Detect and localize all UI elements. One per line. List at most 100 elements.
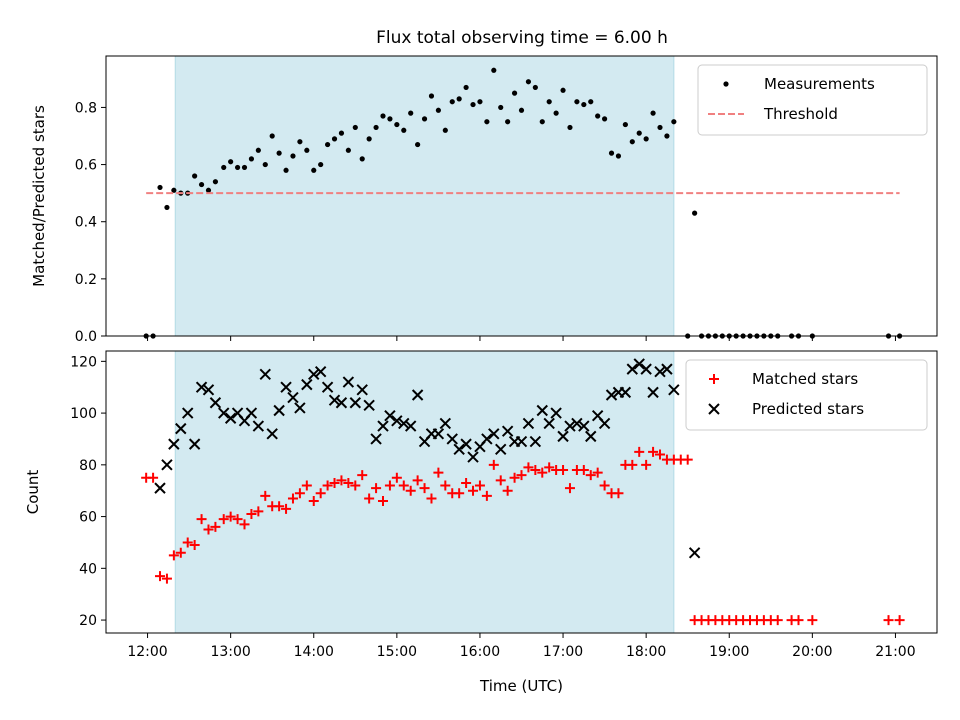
measurement-point bbox=[532, 84, 538, 91]
predicted-star-point bbox=[202, 384, 215, 396]
measurement-point bbox=[297, 139, 303, 145]
matched-star-point bbox=[807, 615, 818, 626]
measurement-point bbox=[345, 147, 351, 153]
predicted-star-point bbox=[668, 384, 680, 396]
y-tick-label: 0.8 bbox=[75, 100, 97, 116]
predicted-star-point bbox=[301, 378, 313, 391]
predicted-star-point bbox=[370, 433, 382, 445]
matched-star-point bbox=[343, 477, 354, 488]
x-tick-label: 20:00 bbox=[792, 644, 832, 660]
chart-title: Flux total observing time = 6.00 h bbox=[376, 28, 668, 48]
measurement-point bbox=[553, 110, 559, 116]
matched-star-point bbox=[225, 511, 236, 522]
predicted-star-point bbox=[585, 430, 597, 443]
predicted-star-point bbox=[273, 404, 285, 417]
measurement-point bbox=[269, 133, 275, 139]
matched-star-point bbox=[260, 490, 271, 501]
matched-star-point bbox=[627, 459, 638, 470]
matched-star-point bbox=[648, 446, 659, 457]
measurement-point bbox=[636, 130, 642, 136]
matched-star-point bbox=[239, 519, 250, 530]
y-tick-label: 0.2 bbox=[75, 272, 97, 288]
predicted-star-point bbox=[661, 363, 673, 375]
measurement-point bbox=[205, 187, 212, 193]
measurement-point bbox=[560, 87, 566, 93]
matched-star-point bbox=[502, 485, 513, 496]
predicted-star-point bbox=[342, 376, 355, 388]
x-tick-label: 15:00 bbox=[377, 644, 417, 660]
measurement-point bbox=[498, 104, 504, 111]
y-tick-label: 0.6 bbox=[75, 158, 97, 174]
legend-label: Predicted stars bbox=[752, 400, 864, 418]
x-axis-label: Time (UTC) bbox=[479, 677, 563, 695]
y-axis-label: Count bbox=[24, 470, 42, 515]
predicted-star-point bbox=[294, 402, 306, 414]
predicted-star-point bbox=[488, 428, 500, 440]
predicted-star-point bbox=[578, 420, 590, 432]
matched-star-point bbox=[793, 615, 804, 626]
predicted-star-point bbox=[453, 443, 465, 456]
predicted-star-point bbox=[536, 404, 548, 417]
matched-star-point bbox=[634, 446, 645, 457]
predicted-star-point bbox=[411, 389, 424, 401]
y-tick-label: 100 bbox=[70, 406, 97, 422]
matched-star-point bbox=[558, 465, 569, 476]
matched-star-point bbox=[336, 475, 347, 486]
y-tick-label: 60 bbox=[79, 510, 97, 526]
x-tick-label: 13:00 bbox=[210, 644, 250, 660]
matched-star-point bbox=[322, 480, 333, 491]
measurement-point bbox=[415, 141, 421, 148]
measurement-point bbox=[338, 130, 345, 136]
predicted-star-point bbox=[280, 381, 292, 393]
predicted-star-point bbox=[529, 435, 542, 448]
x-tick-label: 21:00 bbox=[875, 644, 915, 660]
predicted-star-point bbox=[495, 443, 507, 456]
measurement-point bbox=[692, 210, 698, 216]
predicted-star-point bbox=[363, 399, 375, 412]
matched-star-point bbox=[523, 462, 534, 473]
matched-star-point bbox=[641, 459, 652, 470]
measurement-point bbox=[394, 121, 400, 128]
measurement-point bbox=[352, 124, 358, 131]
matched-star-point bbox=[894, 615, 905, 626]
matched-star-point bbox=[509, 472, 520, 483]
measurement-point bbox=[505, 119, 511, 125]
measurement-point bbox=[171, 187, 177, 193]
measurement-point bbox=[595, 113, 601, 119]
measurement-point bbox=[650, 110, 656, 116]
axes-frame bbox=[105, 350, 938, 634]
measurement-point bbox=[581, 101, 587, 108]
legend-predicted-swatch bbox=[708, 403, 720, 415]
measurement-point bbox=[470, 101, 476, 108]
matched-star-point bbox=[599, 480, 610, 491]
x-tick-label: 18:00 bbox=[626, 644, 666, 660]
matched-star-point bbox=[168, 550, 179, 561]
matched-star-point bbox=[655, 449, 665, 460]
measurement-point bbox=[311, 167, 317, 173]
shaded-interval bbox=[174, 55, 675, 337]
predicted-star-point bbox=[245, 407, 258, 419]
predicted-star-point bbox=[182, 407, 194, 419]
matched-star-point bbox=[426, 493, 437, 504]
legend-label: Measurements bbox=[764, 75, 875, 93]
predicted-star-point bbox=[209, 397, 222, 409]
x-tick-label: 14:00 bbox=[294, 644, 334, 660]
matched-star-point bbox=[585, 470, 596, 481]
predicted-star-point bbox=[605, 389, 618, 401]
measurement-point bbox=[192, 173, 198, 179]
matched-star-point bbox=[175, 547, 186, 558]
measurement-point bbox=[283, 167, 289, 173]
measurement-point bbox=[629, 139, 635, 145]
matched-star-point bbox=[357, 470, 368, 481]
x-tick-label: 19:00 bbox=[709, 644, 749, 660]
matched-star-point bbox=[364, 493, 375, 504]
matched-star-point bbox=[253, 506, 264, 517]
predicted-star-point bbox=[391, 415, 403, 427]
measurement-point bbox=[401, 127, 407, 133]
measurement-point bbox=[511, 90, 518, 96]
legend-measurement-swatch bbox=[723, 81, 729, 87]
predicted-star-point bbox=[384, 409, 396, 422]
predicted-star-point bbox=[287, 391, 299, 404]
matched-star-point bbox=[378, 496, 388, 507]
legend-box bbox=[697, 64, 928, 136]
